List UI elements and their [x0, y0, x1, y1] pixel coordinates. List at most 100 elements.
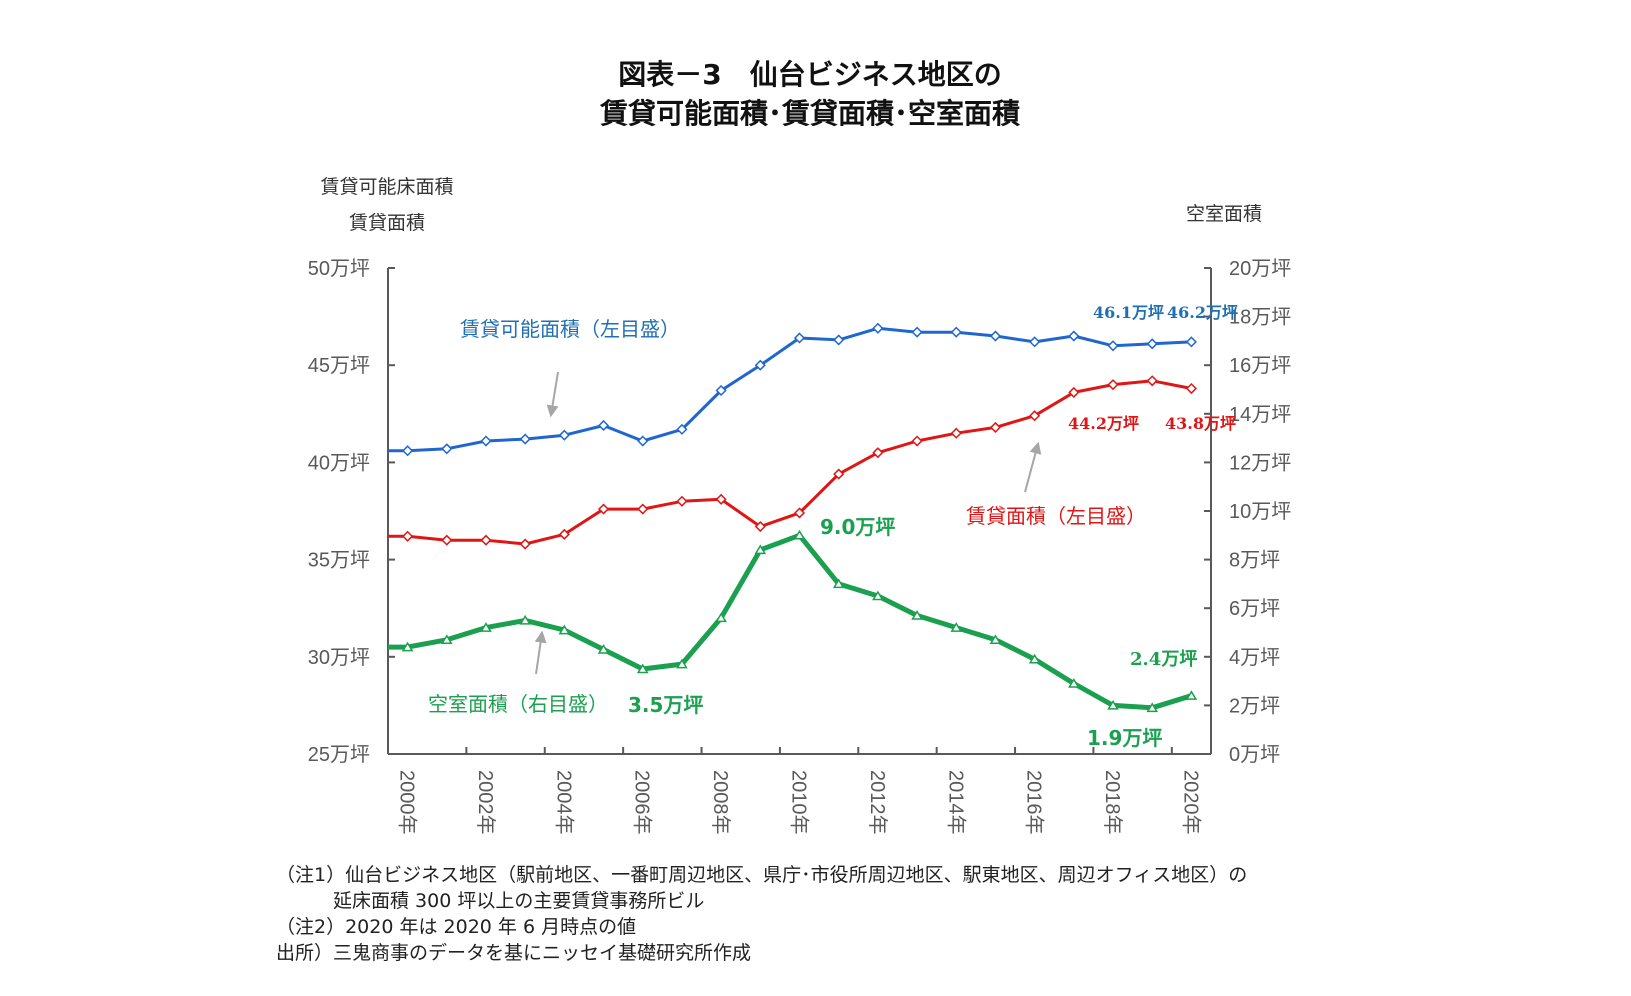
- label-green-2010: 9.0万坪: [820, 515, 895, 539]
- data-point-marker: [676, 495, 688, 507]
- data-point-marker: [676, 423, 688, 435]
- data-point-marker: [793, 529, 806, 540]
- left-axis-tick-label: 30万坪: [308, 646, 370, 669]
- data-point-marker: [597, 503, 610, 515]
- label-green-2020: 2.4万坪: [1130, 649, 1197, 670]
- x-axis-tick-label: 2012年: [866, 770, 889, 835]
- data-point-marker: [480, 534, 492, 546]
- footnotes: （注1）仙台ビジネス地区（駅前地区、一番町周辺地区、県庁･市役所周辺地区、駅東地…: [276, 864, 1247, 964]
- chart-title-line-2: 賃貸可能面積･賃貸面積･空室面積: [599, 97, 1020, 130]
- data-point-marker: [911, 610, 923, 620]
- data-point-marker: [754, 359, 766, 371]
- data-point-marker: [402, 445, 414, 457]
- data-point-marker: [401, 641, 414, 652]
- data-point-marker: [754, 520, 766, 533]
- red-series-label: 賃貸面積（左目盛）: [966, 504, 1146, 528]
- data-point-marker: [1028, 653, 1041, 664]
- data-point-marker: [833, 334, 845, 346]
- left-axis-tick-label: 50万坪: [308, 257, 370, 280]
- source-note: 出所）三鬼商事のデータを基にニッセイ基礎研究所作成: [276, 942, 751, 964]
- right-axis-tick-label: 10万坪: [1229, 500, 1291, 523]
- data-point-marker: [480, 435, 492, 447]
- data-point-marker: [1107, 379, 1119, 391]
- x-axis-tick-label: 2006年: [631, 770, 654, 835]
- right-axis-tick-label: 12万坪: [1229, 451, 1291, 474]
- data-point-marker: [1107, 699, 1119, 710]
- right-axis-tick-label: 0万坪: [1229, 743, 1280, 766]
- data-point-marker: [911, 435, 923, 447]
- right-axis-title: 空室面積: [1186, 203, 1262, 225]
- data-point-marker: [793, 507, 806, 519]
- data-point-marker: [950, 622, 963, 632]
- data-point-marker: [519, 433, 531, 445]
- note-1-line-2: 延床面積 300 坪以上の主要賃貸事務所ビル: [276, 890, 704, 912]
- data-point-marker: [597, 419, 610, 432]
- data-point-marker: [637, 503, 649, 515]
- data-point-marker: [1185, 690, 1198, 700]
- label-blue-2019: 46.1万坪: [1093, 303, 1164, 322]
- x-axis-tick-label: 2018年: [1101, 770, 1124, 835]
- label-blue-2020: 46.2万坪: [1167, 303, 1238, 322]
- data-point-marker: [441, 443, 453, 455]
- x-axis-tick-label: 2016年: [1023, 770, 1046, 835]
- x-axis-tick-label: 2002年: [474, 770, 497, 835]
- left-axis-tick-label: 25万坪: [308, 743, 370, 766]
- right-axis-tick-label: 16万坪: [1229, 354, 1291, 377]
- chart-title-line-1: 図表－3 仙台ビジネス地区の: [618, 58, 1001, 91]
- data-point-marker: [1146, 338, 1158, 350]
- red-label-arrow: [1024, 441, 1042, 493]
- note-2: （注2）2020 年は 2020 年 6 月時点の値: [276, 916, 636, 938]
- data-point-marker: [1029, 336, 1041, 348]
- data-point-marker: [402, 530, 414, 542]
- data-point-marker: [1107, 340, 1119, 352]
- data-point-marker: [1068, 330, 1080, 342]
- data-point-marker: [558, 624, 571, 635]
- x-axis-tick-label: 2014年: [944, 770, 967, 835]
- blue-series-label: 賃貸可能面積（左目盛）: [460, 317, 680, 341]
- left-axis-tick-label: 45万坪: [308, 354, 370, 377]
- data-point-marker: [636, 663, 649, 674]
- green-series-label: 空室面積（右目盛）: [428, 692, 608, 716]
- note-1-line-1: （注1）仙台ビジネス地区（駅前地区、一番町周辺地区、県庁･市役所周辺地区、駅東地…: [276, 864, 1247, 886]
- data-point-marker: [1146, 375, 1158, 387]
- data-point-marker: [715, 493, 727, 505]
- data-point-marker: [989, 634, 1002, 645]
- series-line-2: [387, 379, 1192, 546]
- data-point-marker: [1068, 678, 1080, 688]
- left-axis-tick-label: 35万坪: [308, 549, 370, 572]
- data-point-marker: [872, 590, 884, 601]
- data-point-marker: [558, 429, 570, 441]
- data-point-marker: [793, 332, 806, 344]
- data-point-marker: [440, 634, 453, 645]
- right-axis-tick-label: 8万坪: [1229, 549, 1280, 572]
- x-axis-tick-label: 2010年: [788, 770, 811, 835]
- left-axis-title-line-1: 賃貸可能床面積: [320, 176, 453, 198]
- data-point-marker: [558, 528, 570, 540]
- x-axis-tick-label: 2000年: [396, 770, 419, 835]
- blue-label-arrow: [546, 371, 559, 418]
- data-point-marker: [832, 578, 845, 589]
- data-point-marker: [1185, 382, 1197, 395]
- data-point-marker: [872, 447, 884, 459]
- label-red-2020: 43.8万坪: [1165, 414, 1236, 433]
- right-axis-tick-label: 6万坪: [1229, 597, 1280, 620]
- data-point-marker: [519, 538, 531, 550]
- data-point-marker: [519, 614, 531, 625]
- right-axis-tick-label: 4万坪: [1229, 646, 1280, 669]
- green-label-arrow: [534, 630, 547, 675]
- series-line-3: [387, 532, 1193, 711]
- annotations: 賃貸可能面積（左目盛） 賃貸面積（左目盛） 空室面積（右目盛） 46.1万坪 4…: [428, 303, 1238, 750]
- data-point-marker: [715, 612, 727, 623]
- data-point-marker: [833, 468, 845, 480]
- data-point-marker: [989, 421, 1002, 433]
- data-point-marker: [950, 427, 962, 439]
- series-group: [387, 322, 1198, 713]
- left-axis-title-line-2: 賃貸面積: [349, 212, 425, 234]
- data-point-marker: [989, 330, 1002, 342]
- right-axis-tick-label: 18万坪: [1229, 306, 1291, 329]
- data-point-marker: [1068, 386, 1080, 398]
- data-point-marker: [715, 384, 727, 397]
- data-point-marker: [1185, 336, 1197, 348]
- axes: 25万坪 30万坪 35万坪 40万坪 45万坪 50万坪 0万坪 2万坪 4万坪 6万坪 8万坪 1…: [308, 257, 1292, 835]
- label-red-2019: 44.2万坪: [1068, 414, 1139, 433]
